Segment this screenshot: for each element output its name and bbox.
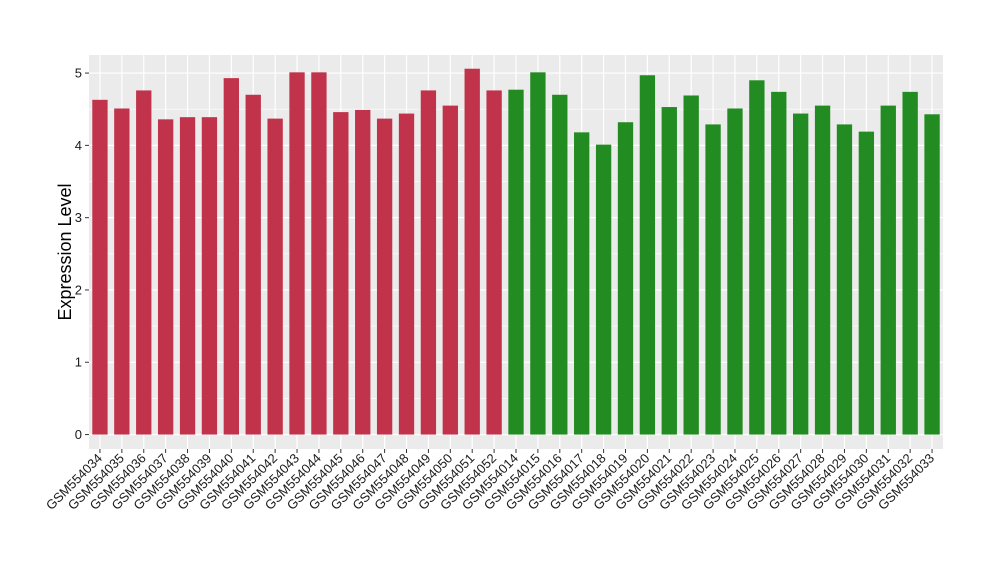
bar-GSM554038: [179, 117, 196, 435]
bar-GSM554033: [924, 114, 940, 435]
bar-GSM554029: [836, 124, 853, 435]
bar-GSM554030: [858, 131, 875, 435]
bar-GSM554018: [595, 144, 612, 435]
bar-GSM554050: [442, 105, 458, 435]
bar-GSM554019: [617, 122, 634, 435]
bar-GSM554026: [771, 91, 787, 435]
bar-GSM554046: [355, 109, 371, 435]
bar-GSM554049: [420, 90, 437, 435]
bar-GSM554023: [705, 124, 721, 435]
bar-GSM554052: [486, 90, 502, 435]
bar-GSM554039: [201, 117, 218, 435]
bar-GSM554025: [749, 80, 765, 435]
bar-GSM554021: [661, 107, 677, 435]
bar-GSM554041: [245, 94, 261, 435]
bar-GSM554048: [398, 113, 415, 435]
y-tick-label: 3: [75, 210, 82, 225]
bar-GSM554040: [223, 78, 239, 435]
bar-GSM554024: [727, 108, 743, 435]
bar-GSM554015: [530, 72, 546, 435]
y-axis-title: Expression Level: [55, 183, 75, 320]
bar-series: [92, 68, 940, 435]
bar-GSM554037: [157, 119, 174, 435]
bar-GSM554045: [333, 112, 349, 435]
y-tick-label: 0: [75, 427, 82, 442]
y-tick-label: 4: [75, 138, 82, 153]
y-tick-label: 1: [75, 355, 82, 370]
bar-GSM554051: [464, 68, 480, 435]
bar-GSM554034: [92, 99, 108, 435]
bar-GSM554044: [311, 72, 327, 435]
bar-GSM554028: [814, 105, 831, 435]
bar-GSM554047: [376, 118, 393, 435]
y-tick-label: 2: [75, 282, 82, 297]
bar-GSM554036: [136, 90, 152, 435]
bar-GSM554020: [639, 75, 656, 435]
bar-GSM554032: [902, 91, 918, 435]
bar-GSM554035: [114, 108, 130, 435]
bar-GSM554043: [289, 72, 305, 435]
y-axis: 0 1 2 3 4 5: [75, 66, 89, 442]
bar-GSM554042: [267, 118, 283, 435]
bar-GSM554014: [508, 89, 524, 435]
bar-GSM554031: [880, 105, 896, 435]
x-axis: GSM554034GSM554035GSM554036GSM554037GSM5…: [43, 449, 937, 513]
bar-GSM554017: [574, 132, 590, 435]
bar-GSM554022: [683, 95, 699, 435]
y-tick-label: 5: [75, 66, 82, 81]
bar-GSM554027: [793, 113, 809, 435]
bar-GSM554016: [552, 94, 568, 435]
